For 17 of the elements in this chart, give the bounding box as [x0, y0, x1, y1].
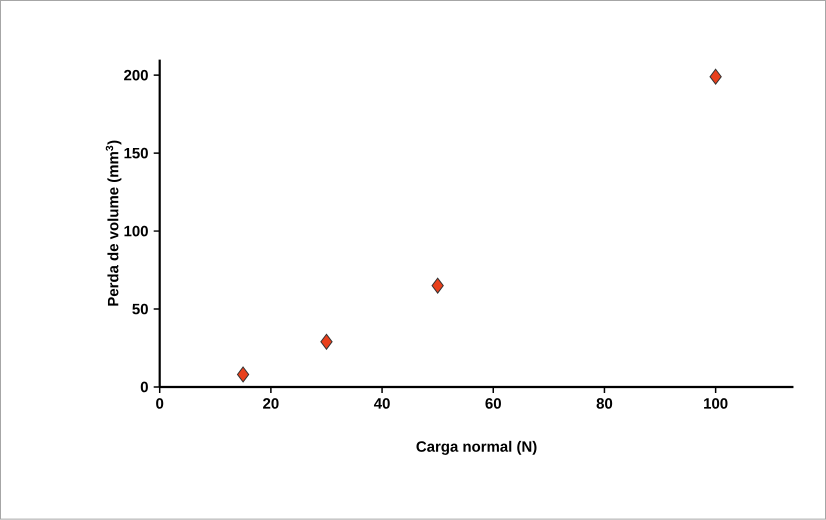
- y-tick-label: 200: [124, 70, 148, 81]
- y-tick-label: 100: [124, 226, 148, 237]
- y-tick-label: 0: [140, 382, 148, 392]
- x-tick-label: 80: [596, 398, 612, 409]
- x-tick-label: 40: [374, 398, 390, 409]
- x-tick-label: 60: [485, 398, 501, 409]
- y-axis-title: Perda de volume (mm$^{3}$): [106, 140, 122, 306]
- x-tick-label: 100: [704, 398, 728, 409]
- point: [710, 68, 722, 85]
- point: [432, 278, 444, 294]
- x-tick-label: 0: [156, 398, 164, 409]
- point: [320, 334, 333, 350]
- y-tick-label: 150: [124, 148, 148, 159]
- y-tick-label: 50: [132, 304, 148, 314]
- x-tick-label: 20: [263, 398, 279, 409]
- point: [236, 366, 250, 383]
- x-axis-title: Carga normal (N): [416, 441, 537, 456]
